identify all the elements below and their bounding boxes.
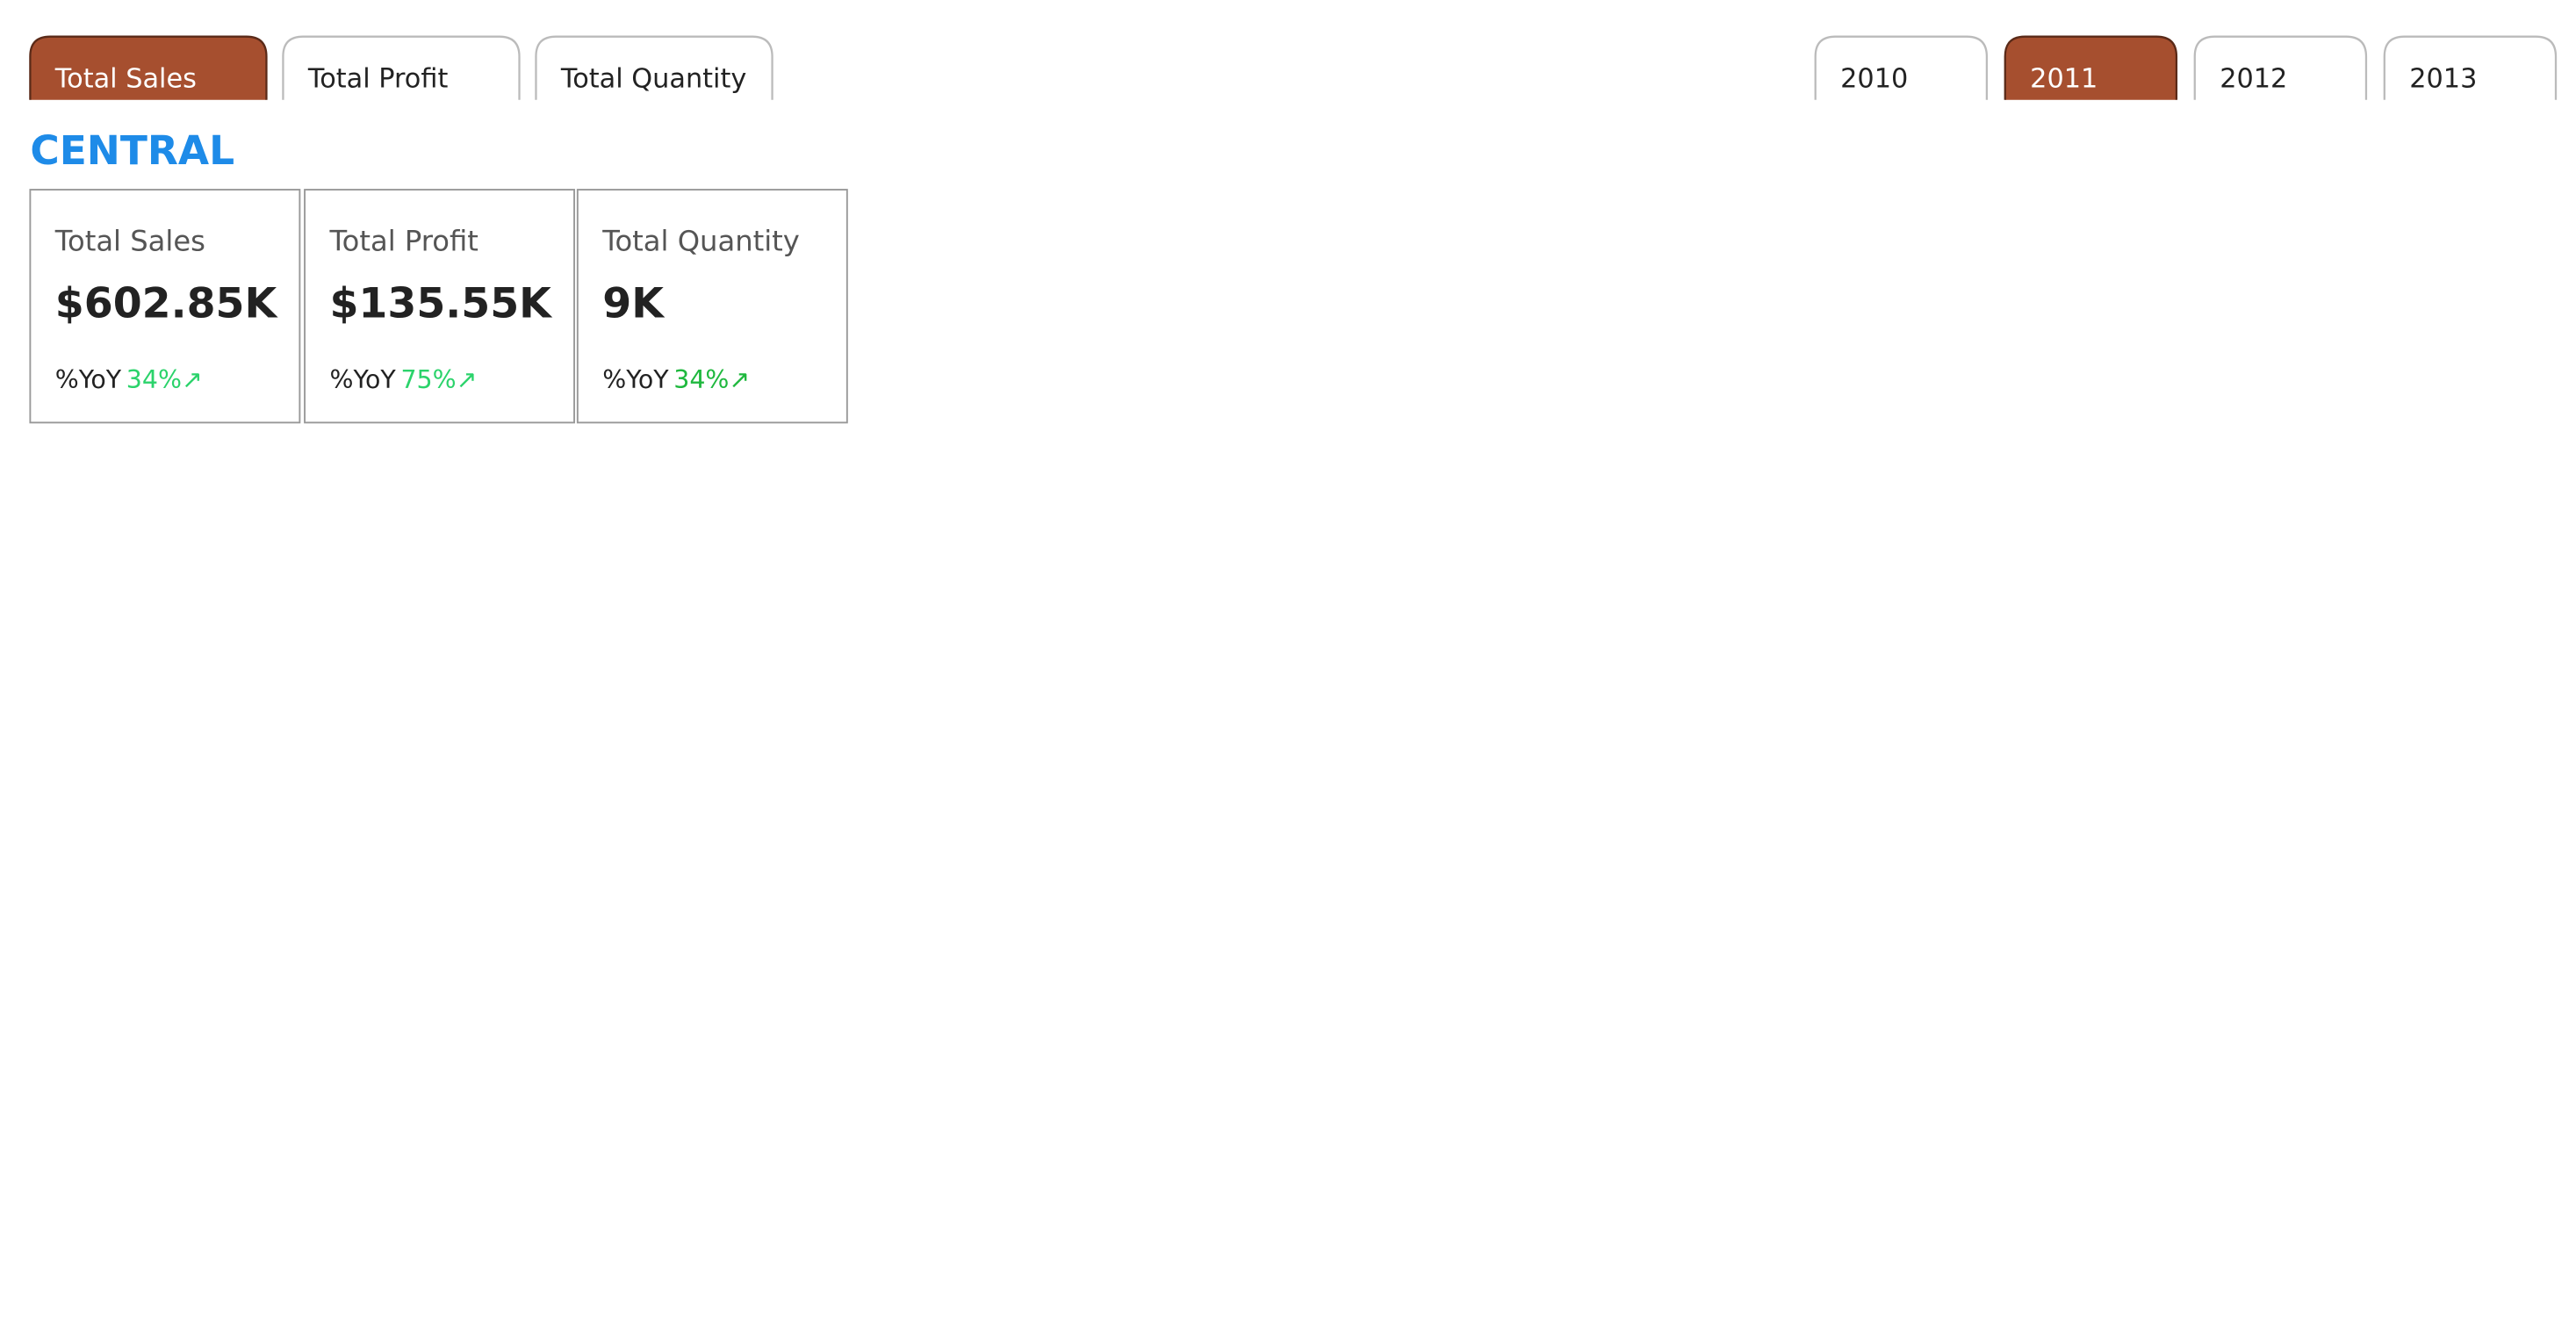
kpi-label: Total Profit — [328, 225, 478, 258]
kpi-card — [304, 189, 575, 424]
kpi-card — [576, 189, 848, 424]
kpi-card — [29, 189, 301, 424]
yoy-value: 34%↗ — [673, 365, 750, 394]
kpi-label: Total Sales — [54, 225, 205, 258]
yoy-label: %YoY — [329, 365, 396, 394]
tab-label[interactable]: Total Quantity — [560, 63, 746, 94]
kpi-yoy: %YoY 34%↗ — [55, 365, 203, 394]
tab[interactable] — [29, 35, 268, 100]
tab-label[interactable]: 2013 — [2409, 63, 2477, 94]
yoy-label: %YoY — [602, 365, 669, 394]
kpi-value: 9K — [602, 280, 666, 328]
kpi-yoy: %YoY 34%↗ — [602, 365, 750, 394]
yoy-value: 34%↗ — [126, 365, 203, 394]
tab[interactable] — [535, 35, 774, 100]
tab[interactable] — [2383, 35, 2558, 100]
tab-label[interactable]: 2011 — [2030, 63, 2097, 94]
tab[interactable] — [2004, 35, 2178, 100]
tab[interactable] — [1814, 35, 1989, 100]
tab-label[interactable]: 2010 — [1840, 63, 1908, 94]
kpi-value: $135.55K — [329, 280, 553, 328]
tab-label[interactable]: Total Sales — [54, 63, 197, 94]
yoy-label: %YoY — [55, 365, 122, 394]
region-title: CENTRAL — [30, 127, 234, 174]
tab-label[interactable]: Total Profit — [307, 63, 449, 94]
kpi-yoy: %YoY 75%↗ — [329, 365, 477, 394]
kpi-label: Total Quantity — [601, 225, 800, 258]
kpi-value: $602.85K — [55, 280, 279, 328]
tab-label[interactable]: 2012 — [2220, 63, 2287, 94]
yoy-value: 75%↗ — [400, 365, 477, 394]
tab[interactable] — [282, 35, 521, 100]
tab[interactable] — [2193, 35, 2368, 100]
